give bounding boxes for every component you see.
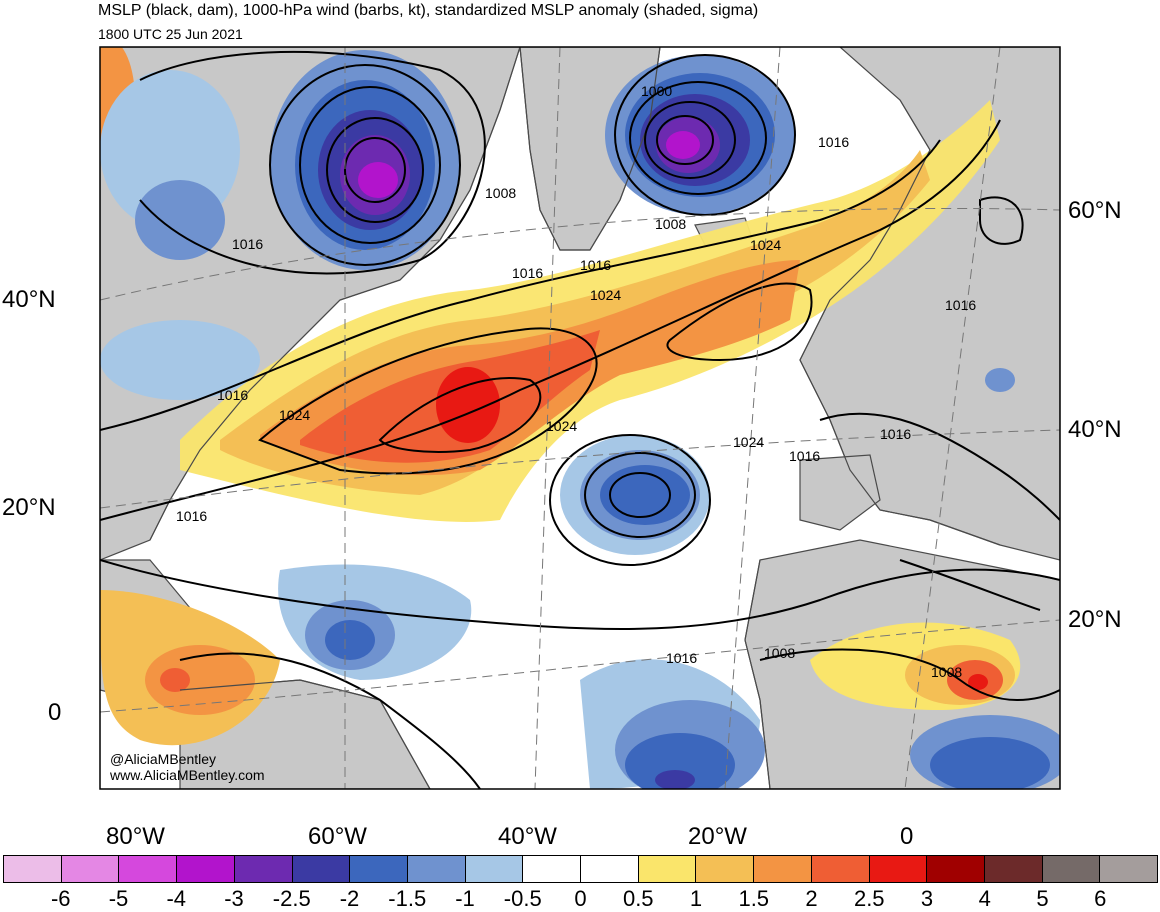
isobar-label: 1024 <box>546 418 577 434</box>
colorbar-label: 0 <box>574 886 587 911</box>
lon-label: 80°W <box>106 823 165 850</box>
colorbar-swatch <box>984 856 1043 882</box>
colorbar-label: -4 <box>166 886 187 911</box>
colorbar-label: 6 <box>1094 886 1107 911</box>
colorbar-label: 1 <box>689 886 703 911</box>
colorbar-label: 2.5 <box>853 886 885 911</box>
colorbar-swatch <box>177 856 235 882</box>
lon-label: 0 <box>900 823 914 850</box>
lat-label-left: 20°N <box>2 494 56 521</box>
isobar-label: 1008 <box>655 216 686 232</box>
colorbar-label: -0.5 <box>503 886 542 911</box>
colorbar-label: -5 <box>108 886 129 911</box>
lon-label: 60°W <box>308 823 367 850</box>
colorbar-label: 4 <box>978 886 991 911</box>
isobar-label: 1016 <box>880 426 911 442</box>
colorbar-swatch <box>61 856 120 882</box>
isobar-label: 1000 <box>641 83 672 99</box>
isobar-label: 1016 <box>580 257 611 273</box>
colorbar-swatch <box>350 856 408 882</box>
isobars <box>100 50 1060 789</box>
colorbar-swatch <box>1100 856 1158 882</box>
isobar-label: 1016 <box>945 297 976 313</box>
colorbar-swatch <box>638 856 697 882</box>
colorbar-swatch <box>754 856 812 882</box>
isobar-label: 1008 <box>485 185 516 201</box>
lon-label: 20°W <box>688 823 747 850</box>
colorbar-swatch <box>811 856 870 882</box>
isobar-label: 1024 <box>279 407 310 423</box>
colorbar-swatch <box>119 856 178 882</box>
lat-label-right: 40°N <box>1068 416 1122 443</box>
colorbar-label: 5 <box>1036 886 1049 911</box>
colorbar-swatch <box>869 856 928 882</box>
isobar-label: 1016 <box>232 236 263 252</box>
credit-url: www.AliciaMBentley.com <box>110 767 265 783</box>
isobar-label: 1016 <box>666 650 697 666</box>
colorbar-label: -2 <box>339 886 360 911</box>
lat-label-right: 20°N <box>1068 606 1122 633</box>
colorbar-swatch <box>696 856 755 882</box>
lat-label-left: 0 <box>48 699 62 726</box>
colorbar-label: -6 <box>50 886 71 911</box>
colorbar-label: -2.5 <box>272 886 311 911</box>
colorbar-swatch <box>927 856 985 882</box>
colorbar-swatch <box>523 856 582 882</box>
isobar-label: 1016 <box>176 508 207 524</box>
credit-handle: @AliciaMBentley <box>110 751 217 767</box>
isobar-label: 1016 <box>217 387 248 403</box>
lat-label-left: 40°N <box>2 286 56 313</box>
colorbar-label: 2 <box>805 886 818 911</box>
isobar-label: 1008 <box>764 645 795 661</box>
anomaly-shading <box>100 47 1060 789</box>
isobar-label: 1024 <box>590 287 621 303</box>
map-frame <box>99 46 1061 790</box>
colorbar-swatch <box>407 856 466 882</box>
isobar-label: 1024 <box>733 434 764 450</box>
map-title: MSLP (black, dam), 1000-hPa wind (barbs,… <box>98 2 759 19</box>
colorbar-label: -1 <box>455 886 475 911</box>
colorbar-swatch <box>234 856 293 882</box>
isobar-label: 1024 <box>750 237 781 253</box>
colorbar-swatch <box>581 856 639 882</box>
colorbar <box>3 855 1158 883</box>
colorbar-swatch <box>292 856 351 882</box>
isobar-label: 1016 <box>512 265 543 281</box>
colorbar-swatch <box>465 856 524 882</box>
valid-time: 1800 UTC 25 Jun 2021 <box>98 26 243 42</box>
colorbar-label: 1.5 <box>738 886 770 911</box>
colorbar-label: -1.5 <box>388 886 427 911</box>
lat-label-right: 60°N <box>1068 197 1122 224</box>
colorbar-label: 0.5 <box>622 886 654 911</box>
isobar-label: 1016 <box>818 134 849 150</box>
graticule <box>100 47 1060 789</box>
colorbar-label: 3 <box>920 886 934 911</box>
colorbar-swatch <box>1042 856 1101 882</box>
colorbar-swatch <box>4 856 62 882</box>
isobar-label: 1008 <box>931 664 962 680</box>
isobar-label: 1016 <box>789 448 820 464</box>
lon-label: 40°W <box>498 823 557 850</box>
colorbar-label: -3 <box>224 886 244 911</box>
isobar-label-group: 1000 1016 1008 1024 1016 1024 1008 1016 … <box>176 83 976 680</box>
